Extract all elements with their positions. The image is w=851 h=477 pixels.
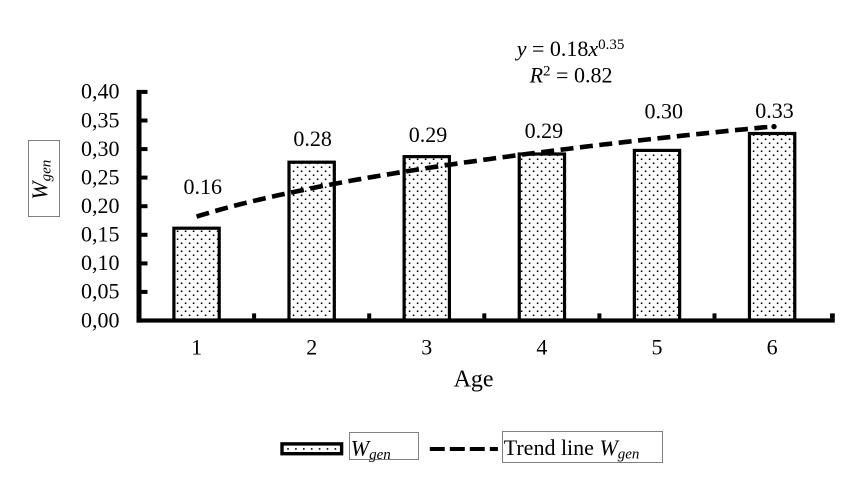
svg-text:0.29: 0.29 [525, 118, 564, 143]
svg-text:0,00: 0,00 [81, 307, 120, 332]
svg-text:3: 3 [421, 335, 432, 360]
svg-text:0.30: 0.30 [645, 98, 684, 123]
svg-text:0,20: 0,20 [81, 193, 120, 218]
svg-text:Trend line Wgen: Trend line Wgen [504, 435, 640, 463]
svg-text:0,10: 0,10 [81, 250, 120, 275]
svg-text:0,25: 0,25 [81, 164, 120, 189]
svg-text:0,15: 0,15 [81, 222, 120, 247]
svg-text:0.33: 0.33 [755, 98, 794, 123]
svg-text:0,35: 0,35 [81, 107, 120, 132]
svg-text:0,40: 0,40 [81, 79, 120, 104]
svg-text:1: 1 [191, 335, 202, 360]
svg-text:6: 6 [767, 335, 778, 360]
svg-text:4: 4 [536, 335, 547, 360]
svg-text:Age: Age [454, 367, 494, 393]
svg-text:0.16: 0.16 [184, 174, 223, 199]
svg-text:0,30: 0,30 [81, 136, 120, 161]
svg-text:0.29: 0.29 [409, 122, 448, 147]
svg-text:0,05: 0,05 [81, 279, 120, 304]
svg-text:2: 2 [306, 335, 317, 360]
svg-text:0.28: 0.28 [293, 126, 332, 151]
svg-text:5: 5 [652, 335, 663, 360]
svg-text:R2 = 0.82: R2 = 0.82 [529, 62, 613, 87]
